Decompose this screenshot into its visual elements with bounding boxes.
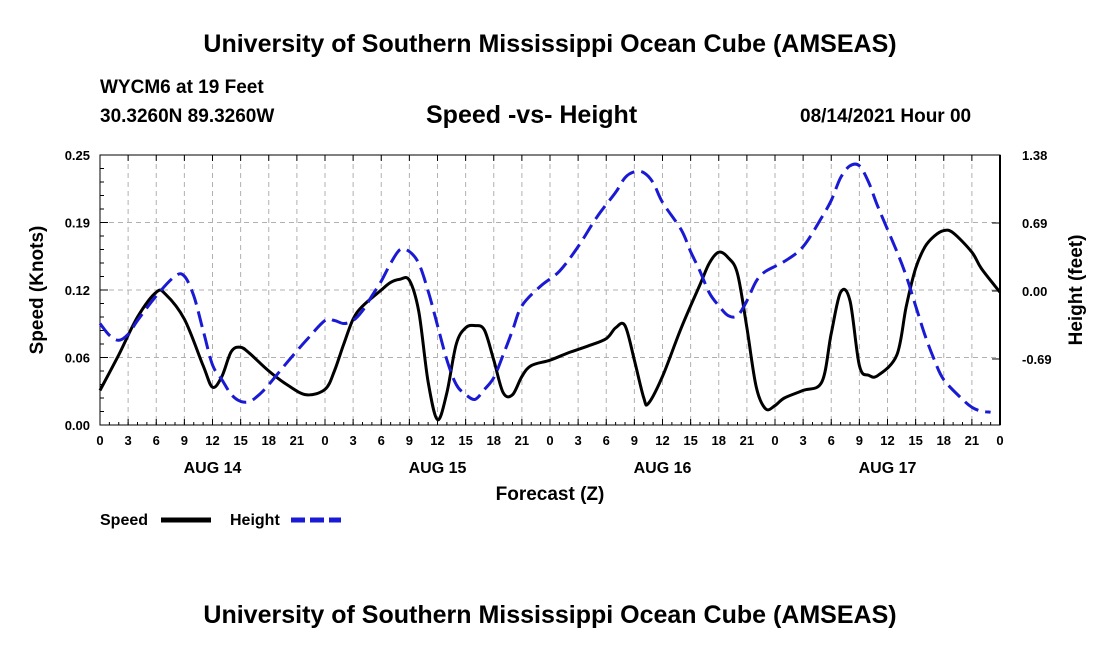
y2-tick-label: 0.00 bbox=[1022, 284, 1047, 299]
station-label: WYCM6 at 19 Feet bbox=[100, 77, 264, 98]
x-tick-label: 0 bbox=[321, 433, 328, 448]
x-tick-label: 21 bbox=[515, 433, 529, 448]
day-label: AUG 17 bbox=[859, 460, 917, 477]
x-tick-label: 21 bbox=[740, 433, 754, 448]
y-tick-label: 0.19 bbox=[65, 216, 90, 231]
x-tick-label: 12 bbox=[880, 433, 894, 448]
x-tick-label: 6 bbox=[603, 433, 610, 448]
y2-tick-label: -0.69 bbox=[1022, 352, 1052, 367]
series-line-height bbox=[98, 162, 991, 414]
x-tick-label: 9 bbox=[856, 433, 863, 448]
x-tick-label: 0 bbox=[996, 433, 1003, 448]
x-tick-label: 15 bbox=[683, 433, 697, 448]
y2-tick-label: 1.38 bbox=[1022, 148, 1047, 163]
axes: 0 3 6 9 12 15 18 21 0 3 6 9 12 15 18 21 0 3 6 9 12 15 18 21 0 3 6 9… bbox=[65, 148, 1052, 477]
x-tick-label: 18 bbox=[937, 433, 951, 448]
x-tick-label: 0 bbox=[96, 433, 103, 448]
x-tick-label: 6 bbox=[378, 433, 385, 448]
footer-title: University of Southern Mississippi Ocean… bbox=[203, 601, 897, 629]
x-tick-label: 15 bbox=[908, 433, 922, 448]
day-label: AUG 16 bbox=[634, 460, 692, 477]
page-title: University of Southern Mississippi Ocean… bbox=[203, 30, 897, 58]
x-tick-label: 15 bbox=[458, 433, 472, 448]
coordinates-label: 30.3260N 89.3260W bbox=[100, 106, 275, 127]
x-tick-label: 21 bbox=[290, 433, 304, 448]
y-tick-label: 0.00 bbox=[65, 418, 90, 433]
x-tick-label: 9 bbox=[181, 433, 188, 448]
x-tick-label: 12 bbox=[655, 433, 669, 448]
x-tick-label: 3 bbox=[575, 433, 582, 448]
y2-axis-label: Height (feet) bbox=[1066, 235, 1087, 346]
x-tick-label: 6 bbox=[153, 433, 160, 448]
x-tick-label: 18 bbox=[487, 433, 501, 448]
legend-height-label: Height bbox=[230, 512, 280, 529]
day-label: AUG 14 bbox=[184, 460, 242, 477]
x-tick-label: 15 bbox=[233, 433, 247, 448]
y-tick-label: 0.12 bbox=[65, 283, 90, 298]
legend: Speed Height bbox=[100, 512, 341, 529]
y-tick-label: 0.06 bbox=[65, 351, 90, 366]
date-label: 08/14/2021 Hour 00 bbox=[800, 106, 972, 127]
x-axis-label: Forecast (Z) bbox=[496, 484, 605, 505]
x-tick-label: 3 bbox=[800, 433, 807, 448]
legend-speed-label: Speed bbox=[100, 512, 148, 529]
x-tick-label: 6 bbox=[828, 433, 835, 448]
y2-tick-label: 0.69 bbox=[1022, 216, 1047, 231]
x-tick-label: 9 bbox=[631, 433, 638, 448]
x-tick-label: 21 bbox=[965, 433, 979, 448]
x-tick-label: 12 bbox=[430, 433, 444, 448]
y-axis-label: Speed (Knots) bbox=[27, 226, 48, 355]
grid bbox=[100, 155, 1000, 425]
day-label: AUG 15 bbox=[409, 460, 467, 477]
x-tick-label: 0 bbox=[771, 433, 778, 448]
series-line-speed bbox=[98, 228, 1002, 422]
x-tick-label: 18 bbox=[262, 433, 276, 448]
x-tick-label: 9 bbox=[406, 433, 413, 448]
y-tick-label: 0.25 bbox=[65, 148, 90, 163]
series-lines bbox=[98, 162, 1002, 422]
x-tick-label: 0 bbox=[546, 433, 553, 448]
x-tick-label: 3 bbox=[350, 433, 357, 448]
x-tick-label: 12 bbox=[205, 433, 219, 448]
x-tick-label: 3 bbox=[125, 433, 132, 448]
chart-title: Speed -vs- Height bbox=[426, 101, 638, 129]
x-tick-label: 18 bbox=[712, 433, 726, 448]
